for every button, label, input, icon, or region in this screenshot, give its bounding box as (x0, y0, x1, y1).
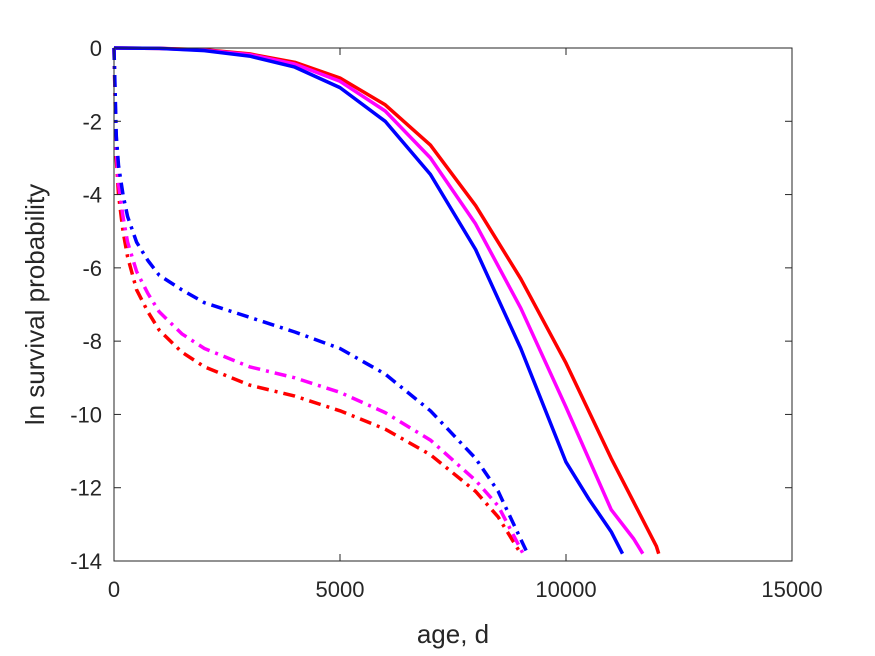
plot-area (114, 48, 792, 561)
y-tick-label: -6 (82, 256, 102, 281)
series-line-3 (113, 46, 625, 555)
series-layer (112, 46, 661, 555)
y-tick-label: -2 (82, 109, 102, 134)
y-tick-label: 0 (90, 36, 102, 61)
y-tick-label: -12 (70, 476, 102, 501)
ticks-layer: 0 5000 10000 15000 0 -2 -4 -6 -8 -10 -12 -14 (70, 36, 822, 602)
x-tick-label: 10000 (535, 577, 596, 602)
y-tick-label: -8 (82, 329, 102, 354)
y-tick-label: -14 (70, 549, 102, 574)
series-line-5 (112, 47, 525, 555)
y-tick-label: -10 (70, 402, 102, 427)
series-line-6 (112, 47, 530, 555)
x-tick-label: 15000 (761, 577, 822, 602)
x-axis-label: age, d (417, 619, 489, 649)
series-line-4 (112, 47, 523, 555)
y-tick-label: -4 (82, 183, 102, 208)
plot-frame (113, 47, 793, 562)
x-tick-label: 5000 (316, 577, 365, 602)
x-tick-label: 0 (108, 577, 120, 602)
y-axis-label: ln survival probability (20, 184, 50, 425)
